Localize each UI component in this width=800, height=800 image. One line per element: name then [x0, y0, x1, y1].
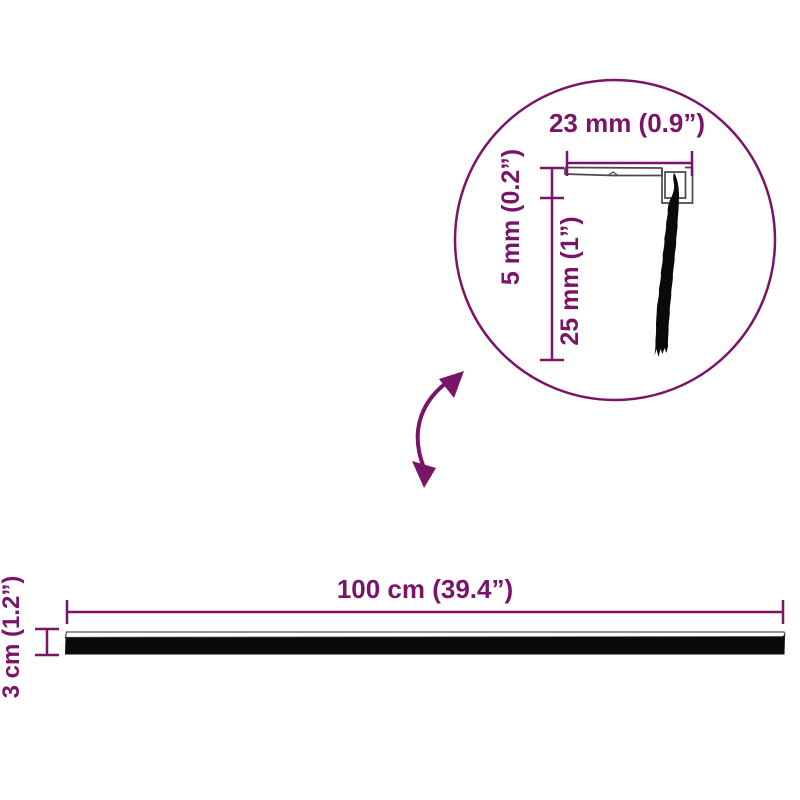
svg-text:25 mm (1”): 25 mm (1”)	[556, 216, 584, 345]
svg-text:3 cm (1.2”): 3 cm (1.2”)	[0, 576, 25, 699]
svg-text:23 mm (0.9”): 23 mm (0.9”)	[549, 108, 705, 138]
svg-text:5 mm (0.2”): 5 mm (0.2”)	[497, 149, 525, 285]
svg-text:100 cm (39.4”): 100 cm (39.4”)	[337, 574, 513, 604]
